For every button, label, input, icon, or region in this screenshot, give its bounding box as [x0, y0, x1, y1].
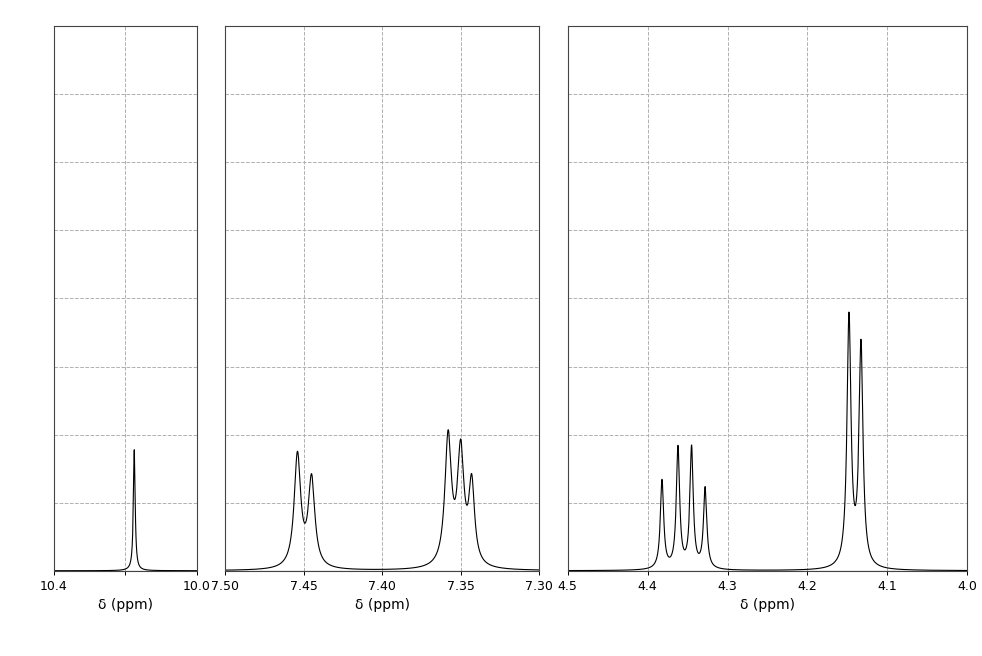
- X-axis label: δ (ppm): δ (ppm): [355, 598, 409, 612]
- X-axis label: δ (ppm): δ (ppm): [740, 598, 795, 612]
- X-axis label: δ (ppm): δ (ppm): [98, 598, 153, 612]
